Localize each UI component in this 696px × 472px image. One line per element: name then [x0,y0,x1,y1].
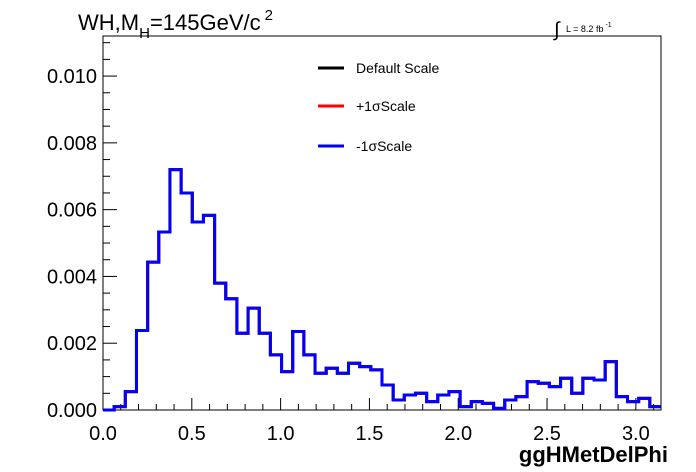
title-superscript: 2 [265,7,273,24]
series-1-scale-line [103,168,661,412]
y-tick-label: 0.002 [47,333,97,355]
title-value: =145GeV/c [150,10,261,35]
lumi-integral-sign: ∫ [553,19,561,41]
lumi-label: L = 8.2 fb -1 [566,22,612,34]
title-main: WH,M [78,10,139,35]
y-axis: 0.000 0.002 0.004 0.006 0.008 0.010 [47,42,117,422]
title-subscript: H [139,25,150,42]
x-tick-label: 1.0 [267,423,295,445]
legend-label: +1σScale [356,98,416,114]
y-tick-label: 0.004 [47,266,97,288]
legend-label: -1σScale [356,138,412,154]
histogram-series-layer [103,168,661,412]
legend-label: Default Scale [356,60,439,76]
x-tick-label: 0.5 [178,423,206,445]
y-tick-label: 0.010 [47,66,97,88]
x-axis: 0.0 0.5 1.0 1.5 2.0 2.5 3.0 [89,398,655,445]
x-tick-label: 2.5 [533,423,561,445]
x-tick-label: 1.5 [356,423,384,445]
legend: Default Scale +1σScale -1σScale [318,60,439,154]
lumi-superscript: -1 [605,22,611,29]
plot-frame [102,35,662,411]
x-tick-label: 0.0 [89,423,117,445]
chart-title: WH,MH=145GeV/c 2 [78,7,273,42]
y-tick-label: 0.000 [47,400,97,422]
x-tick-label: 2.0 [444,423,472,445]
x-axis-title: ggHMetDelPhi [519,442,668,467]
y-tick-label: 0.006 [47,200,97,222]
y-tick-label: 0.008 [47,133,97,155]
lumi-text: L = 8.2 fb [566,24,603,34]
x-tick-label: 3.0 [622,423,650,445]
